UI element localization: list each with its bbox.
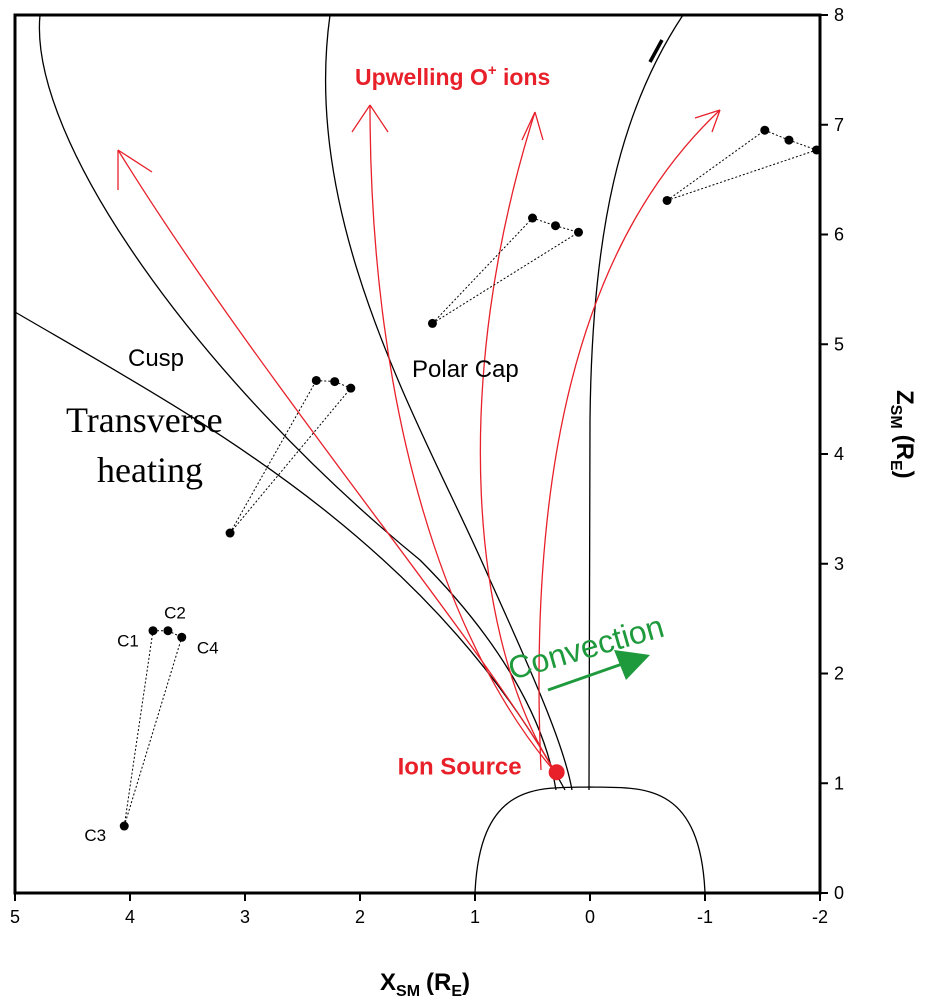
point-label: C3 <box>84 826 106 845</box>
spacecraft-point <box>225 528 235 538</box>
upwelling-text: Upwelling O <box>355 64 488 90</box>
transverse-label: Transverse <box>66 400 223 440</box>
y-label-sub: SM <box>887 405 904 429</box>
spacecraft-point <box>662 195 672 205</box>
y-tick-label: 2 <box>834 664 844 684</box>
connector <box>788 139 817 151</box>
ion-path <box>369 104 556 773</box>
y-label-main: Z <box>891 390 918 405</box>
connector <box>666 149 817 201</box>
convection-arrow-head <box>614 650 650 680</box>
y-axis-label: ZSM (RE) <box>887 390 918 479</box>
y-label-unit: (R <box>891 435 918 460</box>
spacecraft-point <box>311 375 321 385</box>
x-tick-label: 1 <box>470 907 480 927</box>
arrow-head <box>521 111 544 141</box>
spacecraft-point <box>760 125 770 135</box>
x-label-close: ) <box>462 969 470 996</box>
x-tick-label: 5 <box>10 907 20 927</box>
x-label-unit-sub: E <box>451 983 462 1000</box>
spacecraft-point <box>574 227 583 237</box>
spacecraft-point <box>812 145 822 155</box>
ion-path <box>538 109 721 771</box>
connector <box>316 379 335 383</box>
convection-label: Convection <box>504 608 668 687</box>
x-label-sub: SM <box>396 983 420 1000</box>
heating-label: heating <box>97 450 203 490</box>
y-tick-label: 7 <box>834 115 844 135</box>
arrow-head <box>351 104 389 133</box>
spacecraft-point <box>177 632 187 642</box>
spacecraft-point <box>346 383 356 393</box>
field-line <box>588 14 684 791</box>
spacecraft-point <box>551 221 560 231</box>
point-label: C2 <box>164 604 186 623</box>
upwelling-label: Upwelling O+ ions <box>355 62 550 90</box>
spacecraft-point <box>148 626 158 636</box>
x-tick-label: 3 <box>240 907 250 927</box>
ion-path <box>479 111 556 773</box>
connector <box>334 381 351 389</box>
connector <box>229 380 317 534</box>
x-label-main: X <box>380 969 396 996</box>
y-tick-label: 4 <box>834 444 844 464</box>
connector <box>432 231 579 324</box>
field-line <box>14 311 566 791</box>
polar-cap-label: Polar Cap <box>412 356 519 383</box>
upwelling-rest: ions <box>497 64 551 90</box>
point-label: C1 <box>117 632 139 651</box>
arrow-head <box>694 109 721 133</box>
field-line-mark <box>648 39 664 63</box>
x-tick-label: 2 <box>355 907 365 927</box>
spacecraft-point <box>784 135 794 145</box>
x-tick-label: -1 <box>697 907 713 927</box>
x-tick-label: 4 <box>125 907 135 927</box>
connector <box>432 217 533 324</box>
y-label-unit-sub: E <box>887 460 904 471</box>
field-line <box>325 14 573 791</box>
spacecraft-point <box>528 213 537 223</box>
connector <box>123 630 154 827</box>
connector <box>229 387 352 534</box>
spacecraft-point <box>163 626 173 636</box>
y-label-close: ) <box>891 471 918 479</box>
y-tick-label: 0 <box>834 883 844 903</box>
earth <box>474 786 706 894</box>
x-tick-label: -2 <box>812 907 828 927</box>
spacecraft-point <box>427 318 437 328</box>
ion-path <box>117 149 556 773</box>
point-label: C4 <box>197 638 219 657</box>
y-tick-label: 6 <box>834 225 844 245</box>
x-label-unit: (R <box>426 969 451 996</box>
x-axis-label: XSM (RE) <box>380 969 470 1000</box>
upwelling-sup: + <box>488 62 497 79</box>
y-tick-label: 5 <box>834 334 844 354</box>
connector <box>666 129 766 201</box>
spacecraft-point <box>330 377 340 387</box>
ion-source-label: Ion Source <box>398 753 522 780</box>
connector <box>123 637 183 827</box>
field-line <box>38 14 557 791</box>
convection-arrow <box>547 661 626 692</box>
y-tick-label: 3 <box>834 554 844 574</box>
x-tick-label: 0 <box>585 907 595 927</box>
y-tick-label: 8 <box>834 5 844 25</box>
y-tick-label: 1 <box>834 773 844 793</box>
arrow-head <box>117 149 153 190</box>
cusp-label: Cusp <box>128 345 184 372</box>
ion-source <box>548 764 565 781</box>
spacecraft-point <box>119 821 129 831</box>
